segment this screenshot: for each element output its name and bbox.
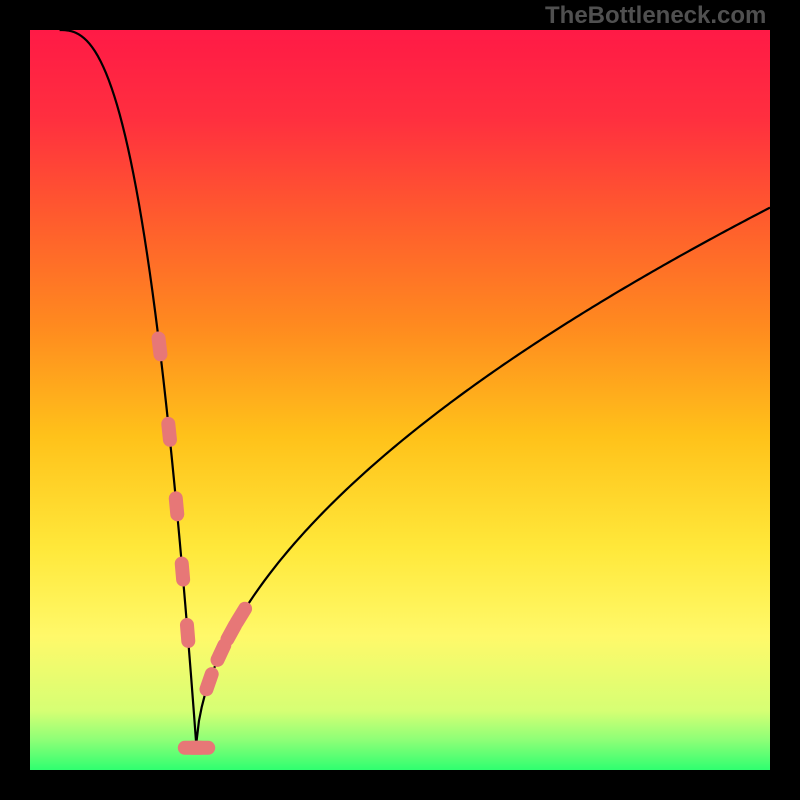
plot-area	[30, 30, 770, 770]
bottleneck-curve	[60, 30, 770, 744]
watermark-label: TheBottleneck.com	[545, 2, 766, 30]
data-marker	[174, 556, 191, 587]
chart-svg	[30, 30, 770, 770]
data-marker	[179, 617, 195, 648]
data-marker	[198, 665, 221, 698]
data-marker	[151, 331, 169, 362]
data-marker	[161, 416, 178, 447]
data-marker	[185, 741, 215, 755]
data-marker	[168, 491, 185, 522]
